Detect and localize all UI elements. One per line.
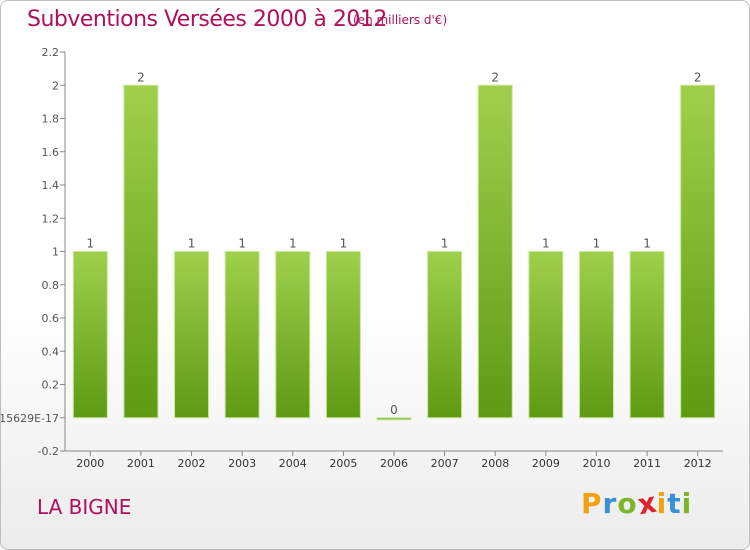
- x-tick-label: 2008: [481, 457, 509, 470]
- logo-letter: o: [617, 487, 638, 520]
- x-tick-label: 2003: [228, 457, 256, 470]
- bar-value-label: 1: [593, 237, 601, 251]
- logo-letter: i: [656, 487, 668, 520]
- bar-2005: [325, 251, 361, 419]
- x-tick-label: 2004: [279, 457, 307, 470]
- bar-2004: [275, 251, 311, 419]
- y-tick-label: 0.6: [42, 312, 60, 325]
- bar-2009: [528, 251, 564, 419]
- y-tick-label: 1.8: [42, 113, 60, 126]
- bar-value-label: 1: [441, 237, 449, 251]
- x-tick-label: 2010: [582, 457, 610, 470]
- bar-value-label: 0: [390, 403, 398, 417]
- x-tick-label: 2012: [684, 457, 712, 470]
- y-tick-label: 0.2: [42, 379, 60, 392]
- bar-2007: [427, 251, 463, 419]
- x-tick-label: 2002: [178, 457, 206, 470]
- logo-letter: i: [681, 487, 693, 520]
- bar-2006: [376, 417, 412, 421]
- bar-value-label: 2: [491, 70, 499, 84]
- bar-2008: [477, 84, 513, 419]
- y-tick-label: 1.6: [42, 146, 60, 159]
- bar-value-label: 1: [542, 237, 550, 251]
- chart-subtitle: (en milliers d'€): [353, 13, 448, 27]
- commune-name: LA BIGNE: [37, 495, 132, 519]
- bar-2003: [224, 251, 260, 419]
- bar-2001: [123, 84, 159, 419]
- y-tick-label: 0.4: [42, 345, 60, 358]
- x-tick-label: 2001: [127, 457, 155, 470]
- logo-letter: t: [667, 487, 682, 520]
- bar-2000: [72, 251, 108, 419]
- x-tick-label: 2005: [329, 457, 357, 470]
- y-tick-label: 0.8: [42, 279, 60, 292]
- logo-letter: P: [581, 487, 603, 520]
- bar-2012: [680, 84, 716, 419]
- x-tick-label: 2006: [380, 457, 408, 470]
- proxiti-logo[interactable]: Proxiti: [581, 486, 693, 522]
- bar-2010: [578, 251, 614, 419]
- bar-value-label: 1: [340, 237, 348, 251]
- bar-value-label: 1: [188, 237, 196, 251]
- bar-value-label: 1: [238, 237, 246, 251]
- bar-value-label: 1: [86, 237, 94, 251]
- x-tick-label: 2000: [76, 457, 104, 470]
- bar-2011: [629, 251, 665, 419]
- x-tick-label: 2011: [633, 457, 661, 470]
- bar-value-label: 2: [694, 70, 702, 84]
- bar-value-label: 2: [137, 70, 145, 84]
- y-tick-label: 1.4: [42, 179, 60, 192]
- x-tick-label: 2009: [532, 457, 560, 470]
- y-tick-label: 2: [52, 79, 59, 92]
- y-tick-label: 2.2: [42, 46, 60, 59]
- y-tick-label: -0.2: [38, 445, 59, 458]
- y-tick-label: 1.2: [42, 212, 60, 225]
- bar-value-label: 1: [643, 237, 651, 251]
- chart-title: Subventions Versées 2000 à 2012: [27, 7, 387, 32]
- logo-letter: r: [602, 487, 618, 520]
- bar-value-label: 1: [289, 237, 297, 251]
- x-tick-label: 2007: [431, 457, 459, 470]
- y-tick-label: 1: [52, 246, 59, 259]
- bar-2002: [174, 251, 210, 419]
- y-tick-label: -1.15629E-17: [1, 412, 59, 425]
